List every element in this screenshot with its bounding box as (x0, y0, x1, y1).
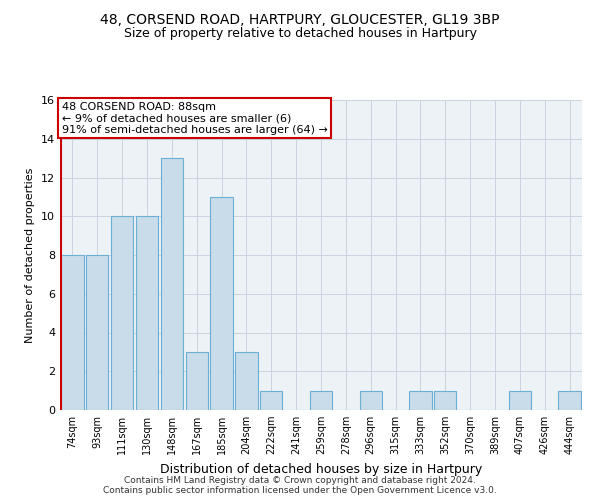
Text: 48 CORSEND ROAD: 88sqm
← 9% of detached houses are smaller (6)
91% of semi-detac: 48 CORSEND ROAD: 88sqm ← 9% of detached … (62, 102, 328, 134)
Bar (111, 216, 133, 410)
Bar (509, 390, 531, 410)
Bar (434, 390, 457, 410)
Bar (161, 158, 183, 410)
X-axis label: Distribution of detached houses by size in Hartpury: Distribution of detached houses by size … (160, 462, 482, 475)
Bar (409, 390, 431, 410)
Text: Contains HM Land Registry data © Crown copyright and database right 2024.
Contai: Contains HM Land Registry data © Crown c… (103, 476, 497, 495)
Bar (136, 216, 158, 410)
Bar (211, 197, 233, 410)
Bar (310, 390, 332, 410)
Bar (61, 255, 83, 410)
Bar (260, 390, 283, 410)
Bar (185, 352, 208, 410)
Bar (359, 390, 382, 410)
Text: 48, CORSEND ROAD, HARTPURY, GLOUCESTER, GL19 3BP: 48, CORSEND ROAD, HARTPURY, GLOUCESTER, … (100, 12, 500, 26)
Bar (559, 390, 581, 410)
Text: Size of property relative to detached houses in Hartpury: Size of property relative to detached ho… (124, 28, 476, 40)
Bar (235, 352, 257, 410)
Bar (86, 255, 109, 410)
Y-axis label: Number of detached properties: Number of detached properties (25, 168, 35, 342)
